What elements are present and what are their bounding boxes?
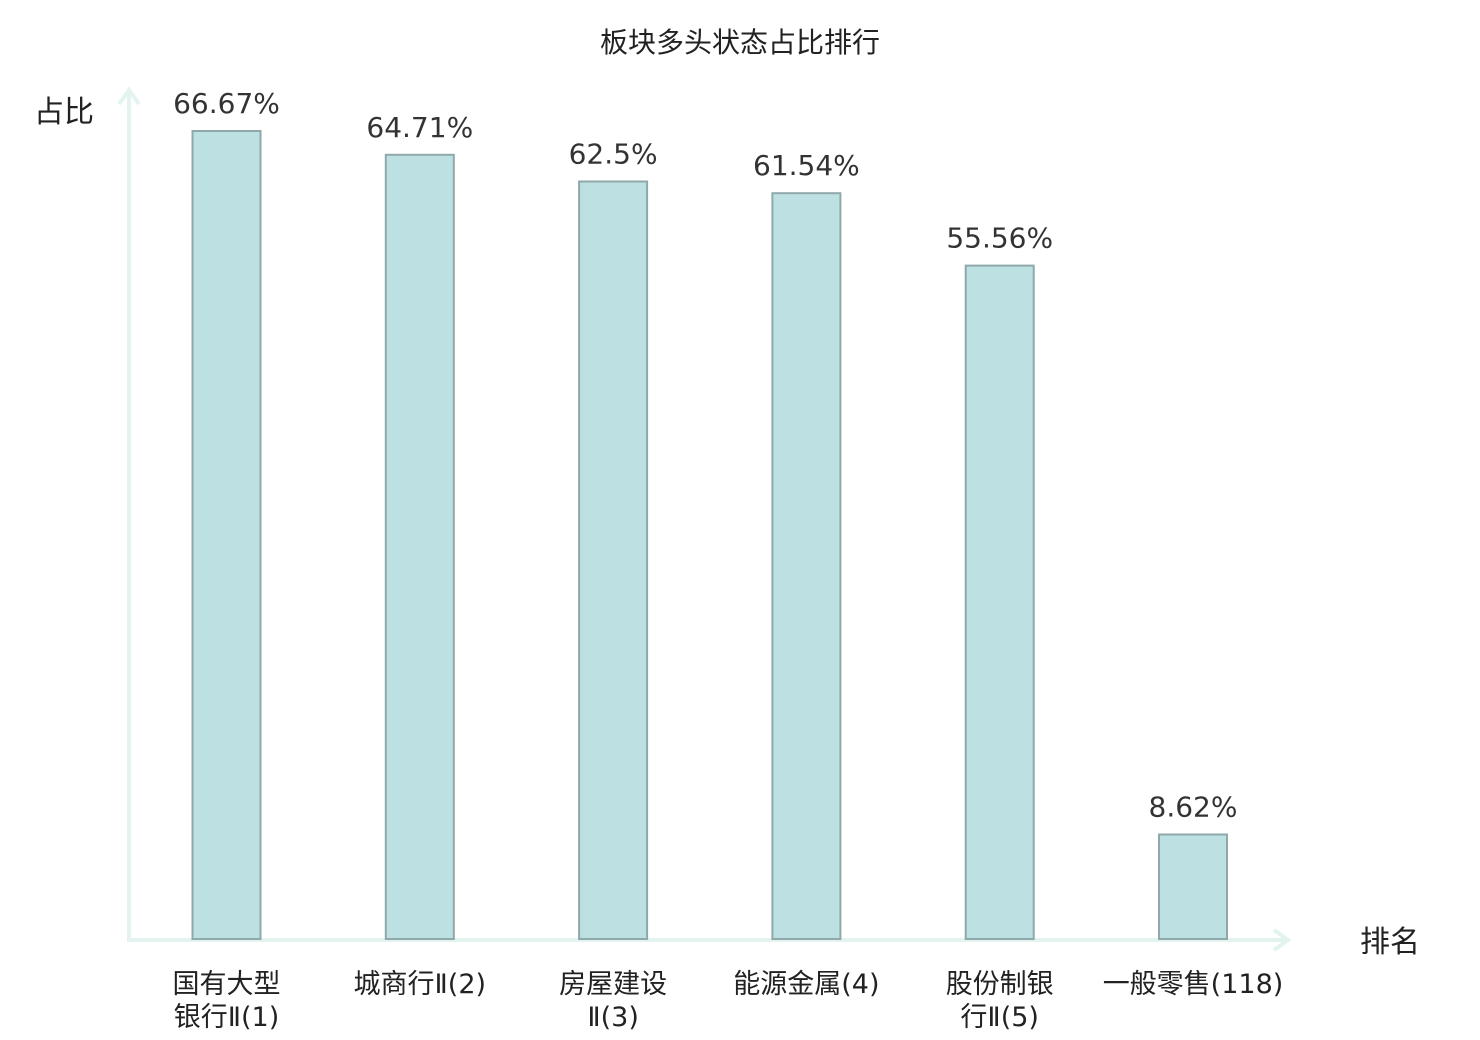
x-tick-label: Ⅱ(3) [587, 1002, 639, 1033]
x-axis-arrow [1272, 928, 1292, 952]
bar [384, 153, 455, 941]
y-axis-arrow [117, 86, 141, 106]
value-labels-layer: 66.67% 64.71% 62.5% 61.54% 55.56% 8.62% [173, 87, 1237, 824]
bar-value-label: 55.56% [946, 222, 1053, 255]
bar [578, 180, 649, 940]
x-axis-label: 排名 [1360, 925, 1420, 960]
y-axis-label: 占比 [34, 95, 94, 130]
x-tick-label: 城商行Ⅱ(2) [354, 969, 487, 1000]
bar [191, 130, 262, 940]
x-tick-label: 能源金属(4) [733, 969, 879, 1000]
x-tick-label: 银行Ⅱ(1) [174, 1002, 280, 1033]
bar-value-label: 62.5% [569, 138, 658, 171]
x-tick-label: 房屋建设 [559, 969, 667, 1000]
bar [771, 192, 842, 940]
bar-value-label: 61.54% [753, 149, 860, 182]
bar [964, 264, 1035, 941]
bar-value-label: 8.62% [1149, 791, 1238, 824]
bar-value-label: 66.67% [173, 87, 280, 120]
axes [117, 86, 1292, 952]
chart-title: 板块多头状态占比排行 [600, 26, 880, 59]
x-tick-label: 行Ⅱ(5) [960, 1002, 1039, 1033]
x-tick-label: 国有大型 [173, 969, 281, 1000]
bar-value-label: 64.71% [366, 111, 473, 144]
bar [1158, 833, 1228, 940]
x-tick-label: 一般零售(118) [1103, 969, 1284, 1000]
bars-layer [191, 130, 1228, 941]
x-tick-label: 股份制银 [946, 969, 1054, 1000]
